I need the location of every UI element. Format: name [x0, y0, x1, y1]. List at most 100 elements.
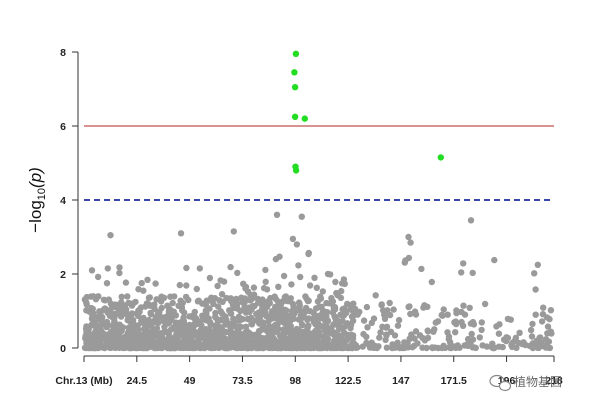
background-point [341, 280, 348, 288]
background-point [342, 306, 349, 314]
background-point [471, 344, 478, 351]
background-point [214, 318, 222, 325]
background-point [287, 295, 294, 302]
background-point [481, 300, 489, 308]
background-point [288, 281, 295, 288]
y-tick-label: 0 [60, 343, 66, 355]
background-point [460, 260, 467, 267]
background-point [153, 325, 161, 332]
background-point [113, 302, 120, 309]
background-point [248, 320, 255, 327]
background-point [347, 325, 354, 332]
background-point [291, 344, 298, 351]
background-point [407, 239, 414, 246]
background-point [519, 340, 526, 348]
background-point [379, 323, 386, 330]
background-point [164, 302, 171, 309]
background-point [349, 335, 357, 342]
background-point [248, 344, 255, 352]
background-point [332, 341, 339, 348]
background-point [337, 294, 345, 302]
background-point [140, 335, 147, 343]
y-axis-label-suffix: (p) [26, 167, 45, 188]
background-point [239, 316, 246, 323]
background-point [176, 281, 183, 289]
background-point [381, 315, 389, 322]
background-point [386, 311, 394, 319]
background-point [82, 296, 89, 303]
background-point [156, 308, 163, 316]
background-point [405, 233, 412, 241]
background-point [234, 269, 241, 277]
background-point [280, 331, 287, 339]
background-point [532, 286, 539, 293]
x-tick-label: 98 [289, 375, 301, 387]
background-point [394, 339, 401, 346]
x-tick-label: 218 [545, 375, 563, 387]
background-point [273, 211, 281, 218]
background-point [368, 319, 375, 327]
background-point [338, 334, 345, 342]
background-point [256, 328, 263, 335]
background-point [180, 317, 187, 325]
background-point [538, 318, 546, 325]
background-point [420, 304, 427, 311]
background-point [161, 323, 168, 331]
watermark-text: 植物基因 [514, 374, 562, 389]
significant-point [301, 115, 308, 122]
background-point [267, 294, 274, 302]
background-point [237, 323, 244, 330]
wechat-icon [489, 374, 512, 392]
background-point [151, 340, 158, 348]
background-point [125, 324, 133, 331]
background-point [534, 261, 541, 268]
background-point [286, 343, 293, 350]
background-point [499, 343, 506, 351]
background-point [535, 344, 542, 352]
background-point [94, 273, 102, 281]
background-point [478, 326, 485, 334]
background-point [544, 343, 551, 350]
background-point [87, 339, 94, 346]
background-point [167, 293, 174, 300]
significant-point [291, 84, 299, 91]
background-point [544, 323, 552, 330]
background-point [196, 265, 203, 272]
background-point [495, 330, 503, 337]
background-point [121, 305, 128, 312]
background-point [280, 272, 288, 280]
background-point [543, 314, 551, 321]
background-point [245, 304, 252, 311]
background-point [360, 317, 368, 324]
background-point [260, 344, 267, 351]
background-point [220, 278, 228, 285]
background-point [197, 326, 204, 333]
background-point [452, 329, 459, 336]
background-point [318, 303, 325, 310]
background-point [430, 328, 437, 335]
significant-points [291, 50, 444, 174]
background-point [303, 295, 310, 302]
background-point [295, 326, 303, 334]
background-point [267, 323, 274, 331]
background-point [458, 269, 465, 276]
background-point [244, 315, 251, 323]
background-point [158, 332, 165, 340]
background-point [187, 332, 195, 340]
background-point [280, 326, 287, 333]
background-point [516, 329, 523, 336]
background-point [296, 300, 303, 307]
background-point [177, 230, 185, 237]
background-point [412, 328, 420, 335]
background-point [95, 337, 102, 344]
background-points [81, 211, 555, 352]
background-point [418, 265, 425, 273]
background-point [298, 334, 305, 342]
background-point [389, 341, 396, 348]
significant-point [437, 154, 444, 161]
background-point [165, 336, 173, 343]
background-point [145, 294, 153, 302]
background-point [205, 315, 212, 322]
background-point [100, 296, 108, 303]
background-point [311, 274, 318, 281]
